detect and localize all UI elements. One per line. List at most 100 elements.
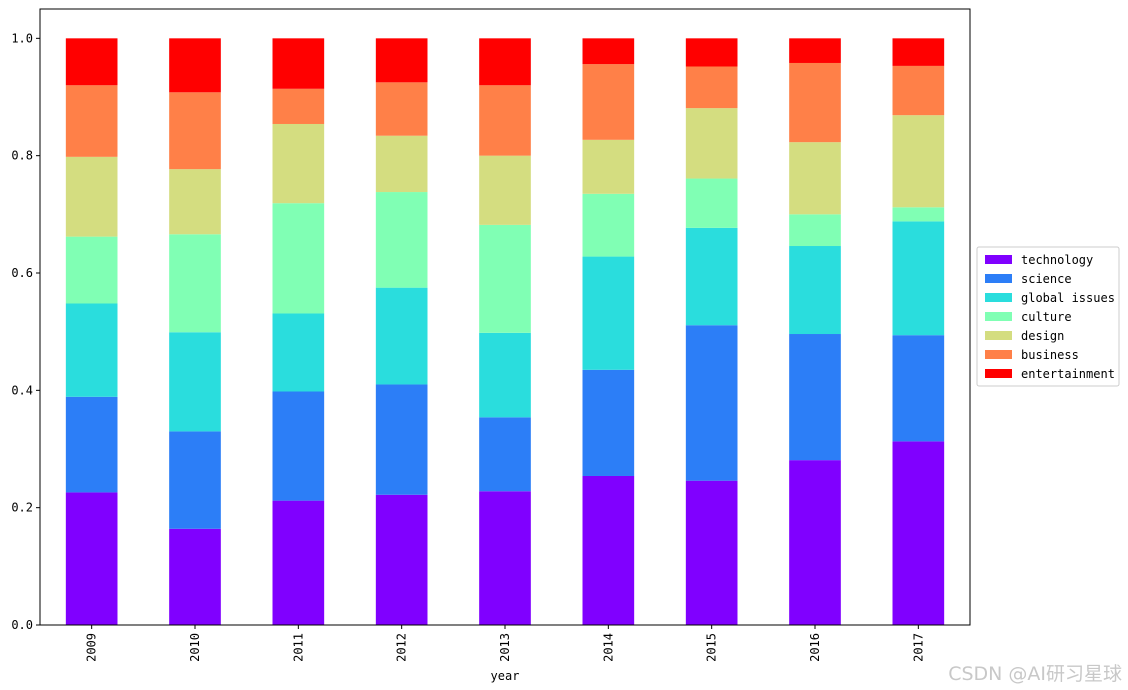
y-tick-label: 0.0 [11,618,33,632]
plot-frame [39,8,971,626]
legend-swatch-science [985,274,1012,283]
bar-2015-technology [685,480,738,625]
bar-2011-culture [272,203,325,314]
bar-2009-business [65,85,118,157]
bar-2012-entertainment [375,38,428,83]
bar-2012-science [375,384,428,495]
x-tick-label: 2009 [85,633,99,662]
bar-2009-global-issues [65,303,118,397]
legend-label-design: design [1021,329,1064,343]
bar-2012-global-issues [375,287,428,385]
bar-2012-design [375,135,428,193]
bar-2011-global-issues [272,313,325,392]
bar-2009-entertainment [65,38,118,86]
bar-2013-science [479,417,531,492]
bar-2011-design [272,123,325,204]
bar-2017-technology [892,441,945,625]
bar-2010-entertainment [169,38,221,93]
x-axis-title: year [491,669,520,683]
bar-2014-design [582,139,635,194]
bar-2014-technology [582,475,635,625]
bar-2013-business [479,85,531,156]
x-tick-label: 2012 [395,633,409,662]
y-tick-label: 0.4 [11,383,33,397]
legend-swatch-business [985,350,1012,359]
bar-2009-science [65,396,118,493]
bar-2016-global-issues [789,246,841,335]
bar-2011-business [272,88,325,124]
bar-2010-culture [169,234,221,333]
x-tick-label: 2011 [291,633,305,662]
bar-2010-science [169,431,221,529]
bar-2016-science [789,334,841,461]
bar-2016-business [789,62,841,143]
legend-label-business: business [1021,348,1079,362]
bar-2016-design [789,142,841,215]
legend: technology science global issues culture des… [976,246,1120,387]
bar-2009-technology [65,492,118,625]
y-tick-label: 0.2 [11,501,33,515]
bar-2012-culture [375,192,428,288]
bar-2010-business [169,92,221,170]
bar-2017-entertainment [892,38,945,66]
y-tick-label: 1.0 [11,31,33,45]
legend-box [976,246,1120,387]
legend-swatch-culture [985,312,1012,321]
bar-2014-global-issues [582,256,635,370]
bar-2017-design [892,115,945,208]
legend-label-entertainment: entertainment [1021,367,1115,381]
y-tick-label: 0.8 [11,149,33,163]
bar-2010-global-issues [169,332,221,432]
x-tick-label: 2013 [498,633,512,662]
bar-2017-science [892,335,945,442]
legend-swatch-entertainment [985,369,1012,378]
bar-2015-entertainment [685,38,738,67]
bars-group [65,38,945,625]
bar-2016-technology [789,460,841,625]
legend-label-culture: culture [1021,310,1072,324]
bar-2015-business [685,66,738,109]
x-tick-label: 2017 [911,633,925,662]
bar-2013-culture [479,224,531,333]
legend-label-global-issues: global issues [1021,291,1115,305]
bar-2013-entertainment [479,38,531,86]
bar-2011-science [272,391,325,501]
bar-2013-technology [479,491,531,625]
bar-2013-global-issues [479,332,531,418]
bar-2015-culture [685,178,738,228]
bar-2011-technology [272,500,325,625]
bar-2014-science [582,369,635,476]
bar-2015-science [685,325,738,481]
bar-2014-entertainment [582,38,635,65]
bar-2016-entertainment [789,38,841,63]
legend-label-science: science [1021,272,1072,286]
bar-2014-culture [582,193,635,257]
y-tick-label: 0.6 [11,266,33,280]
y-axis-ticks: 0.0 0.2 0.4 0.6 0.8 1.0 [11,31,40,632]
bar-2013-design [479,155,531,225]
bar-2017-culture [892,207,945,222]
legend-swatch-technology [985,255,1012,264]
x-tick-label: 2016 [808,633,822,662]
x-tick-label: 2015 [705,633,719,662]
watermark: CSDN @AI研习星球 [948,663,1122,685]
bar-2017-global-issues [892,221,945,336]
x-tick-label: 2014 [601,633,615,662]
legend-label-technology: technology [1021,253,1093,267]
x-axis-ticks: 2009 2010 2011 2012 2013 2014 2015 2016 2017 [85,625,925,662]
bar-2009-culture [65,236,118,304]
bar-2012-business [375,82,428,136]
bar-2014-business [582,64,635,140]
bar-2016-culture [789,214,841,247]
bar-2012-technology [375,494,428,625]
bar-2010-technology [169,528,221,625]
bar-2015-design [685,108,738,179]
legend-swatch-global-issues [985,293,1012,302]
bar-2011-entertainment [272,38,325,89]
bar-2009-design [65,156,118,237]
x-tick-label: 2010 [188,633,202,662]
bar-2017-business [892,65,945,116]
bar-2015-global-issues [685,227,738,326]
bar-2010-design [169,169,221,235]
